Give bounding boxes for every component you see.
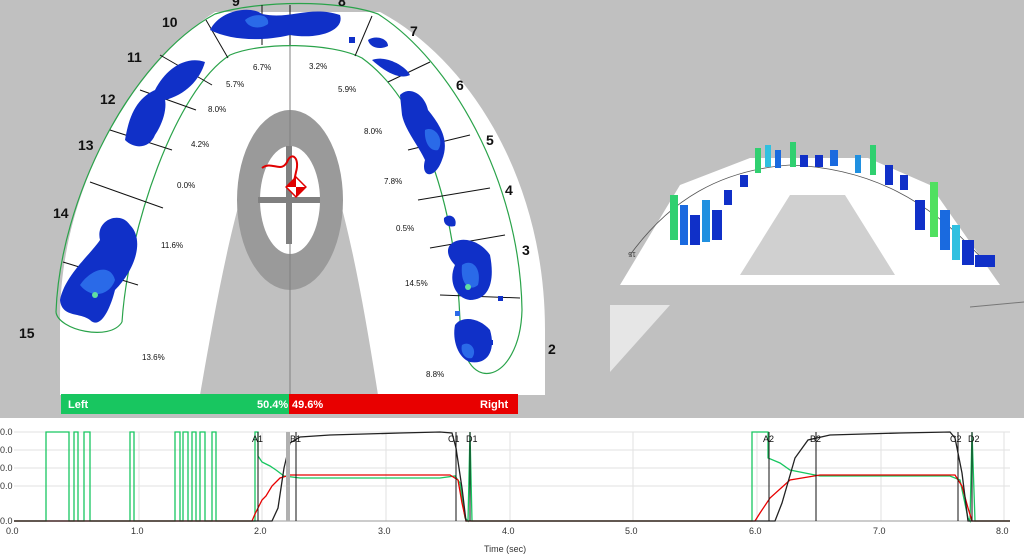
playback-cursor[interactable] (286, 432, 290, 521)
tooth-label-14: 14 (53, 205, 69, 221)
x-tick: 5.0 (625, 526, 638, 536)
right-balance-trace (14, 474, 1010, 522)
y-tick: 0.0 (0, 516, 13, 526)
balance-left-bar (61, 394, 289, 414)
tooth-pct-5: 7.8% (384, 177, 402, 186)
tooth-pct-4: 0.5% (396, 224, 414, 233)
tooth-label-6: 6 (456, 77, 464, 93)
tooth-label-5: 5 (486, 132, 494, 148)
balance-right-bar (289, 394, 518, 414)
tooth-label-12: 12 (100, 91, 116, 107)
center-crosshair-vertical (286, 146, 292, 244)
center-of-force-icon (261, 155, 307, 198)
y-tick: 0.0 (0, 427, 13, 437)
x-tick: 8.0 (996, 526, 1009, 536)
x-tick: 6.0 (749, 526, 762, 536)
tooth-pct-3: 14.5% (405, 279, 428, 288)
tooth-label-10: 10 (162, 14, 178, 30)
tooth-pct-14: 11.6% (161, 241, 183, 250)
pressure-contacts (60, 9, 503, 363)
tooth-label-11: 11 (127, 49, 142, 65)
3d-force-bars (670, 142, 995, 267)
x-tick: 4.0 (502, 526, 515, 536)
x-tick: 7.0 (873, 526, 886, 536)
left-balance-trace (14, 431, 1010, 524)
tooth-pct-8: 3.2% (309, 62, 327, 71)
tooth-label-3: 3 (522, 242, 530, 258)
tooth-pct-7: 5.9% (338, 85, 356, 94)
event-marker-a2: A2 (763, 434, 774, 444)
event-marker-c1: C1 (448, 434, 460, 444)
event-marker-d1: D1 (466, 434, 478, 444)
arch-force-map: 2 3 4 5 6 7 8 9 10 11 12 13 14 15 8.8% 1… (19, 0, 556, 414)
svg-text:15: 15 (628, 250, 636, 257)
balance-bar: Left 50.4% 49.6% Right (61, 394, 518, 414)
y-tick: 0.0 (0, 445, 13, 455)
x-tick: 3.0 (378, 526, 391, 536)
event-marker-b1: B1 (290, 434, 301, 444)
tooth-pct-12: 4.2% (191, 140, 209, 149)
balance-right-label: Right (480, 399, 508, 411)
tooth-pct-15: 13.6% (142, 353, 165, 362)
event-marker-a1: A1 (252, 434, 263, 444)
tooth-pct-2: 8.8% (426, 370, 444, 379)
tooth-label-13: 13 (78, 137, 94, 153)
tooth-pct-9: 6.7% (253, 63, 271, 72)
tooth-pct-10: 5.7% (226, 80, 244, 89)
force-timeline-chart[interactable]: 0.0 0.0 0.0 0.0 0.0 0.0 1.0 2.0 3.0 4.0 … (0, 418, 1024, 556)
event-marker-d2: D2 (968, 434, 980, 444)
balance-left-label: Left (68, 399, 89, 411)
tooth-label-9: 9 (232, 0, 240, 9)
x-tick: 2.0 (254, 526, 267, 536)
x-axis-label: Time (sec) (484, 544, 526, 554)
y-tick: 0.0 (0, 481, 13, 491)
balance-right-pct: 49.6% (292, 399, 323, 411)
balance-left-pct: 50.4% (257, 399, 288, 411)
x-tick: 1.0 (131, 526, 144, 536)
tooth-label-4: 4 (505, 182, 513, 198)
tooth-label-2: 2 (548, 341, 556, 357)
event-marker-b2: B2 (810, 434, 821, 444)
tooth-pct-13: 0.0% (177, 181, 195, 190)
arch-inner-outline (121, 45, 461, 323)
event-marker-c2: C2 (950, 434, 962, 444)
y-tick: 0.0 (0, 463, 13, 473)
tooth-label-8: 8 (338, 0, 346, 9)
tooth-pct-6: 8.0% (364, 127, 382, 136)
tooth-pct-11: 8.0% (208, 105, 226, 114)
center-crosshair-horizontal (258, 197, 320, 203)
arch-outer-outline (55, 2, 523, 313)
tooth-label-7: 7 (410, 23, 418, 39)
3d-force-view: 15 (610, 142, 1024, 372)
tooth-label-15: 15 (19, 325, 35, 341)
x-tick: 0.0 (6, 526, 19, 536)
